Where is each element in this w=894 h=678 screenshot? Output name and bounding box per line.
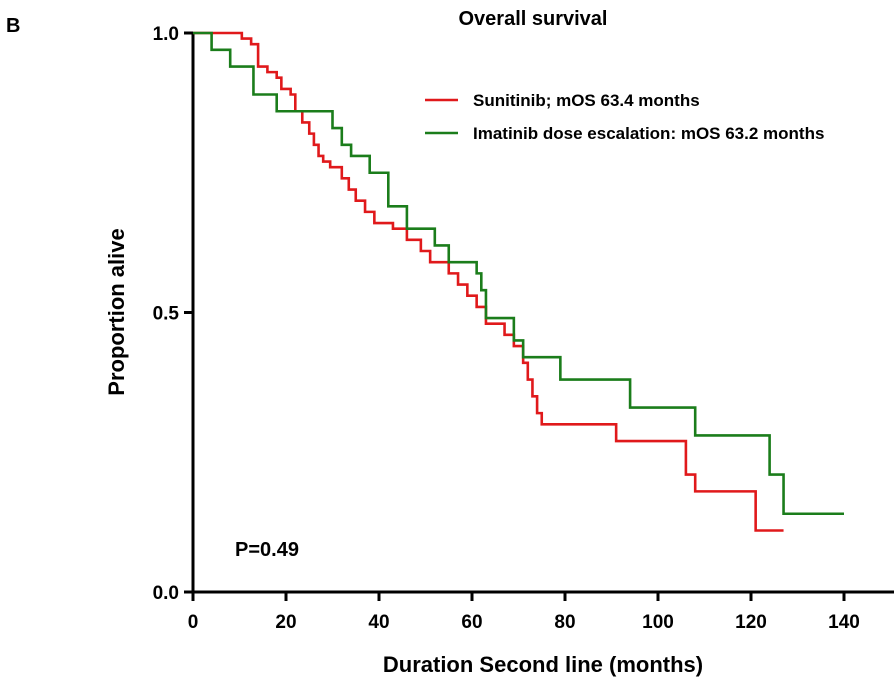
y-tick-label: 1.0 (153, 24, 179, 45)
legend-label: Sunitinib; mOS 63.4 months (473, 91, 700, 110)
x-tick-label: 100 (642, 612, 674, 633)
legend: Sunitinib; mOS 63.4 months Imatinib dose … (425, 91, 824, 143)
x-tick-label: 140 (828, 612, 860, 633)
chart-title: Overall survival (459, 8, 608, 30)
x-tick-label: 0 (188, 612, 199, 633)
x-tick-label: 120 (735, 612, 767, 633)
y-axis-label: Proportion alive (104, 228, 129, 395)
series-line-imatinib (193, 31, 844, 516)
legend-label: Imatinib dose escalation: mOS 63.2 month… (473, 124, 824, 143)
panel-label: B (6, 15, 20, 37)
x-tick-label: 60 (461, 612, 482, 633)
axis-ticks: 0 20 40 60 80 100 120 140 0.0 0.5 1.0 (153, 24, 860, 633)
x-tick-label: 20 (275, 612, 296, 633)
x-axis-label: Duration Second line (months) (383, 652, 703, 677)
y-tick-label: 0.0 (153, 583, 179, 604)
y-tick-label: 0.5 (153, 304, 180, 325)
series-layer (193, 31, 844, 532)
x-tick-label: 40 (368, 612, 389, 633)
p-value-annotation: P=0.49 (235, 539, 299, 561)
series-line-sunitinib (193, 31, 784, 532)
x-tick-label: 80 (554, 612, 575, 633)
